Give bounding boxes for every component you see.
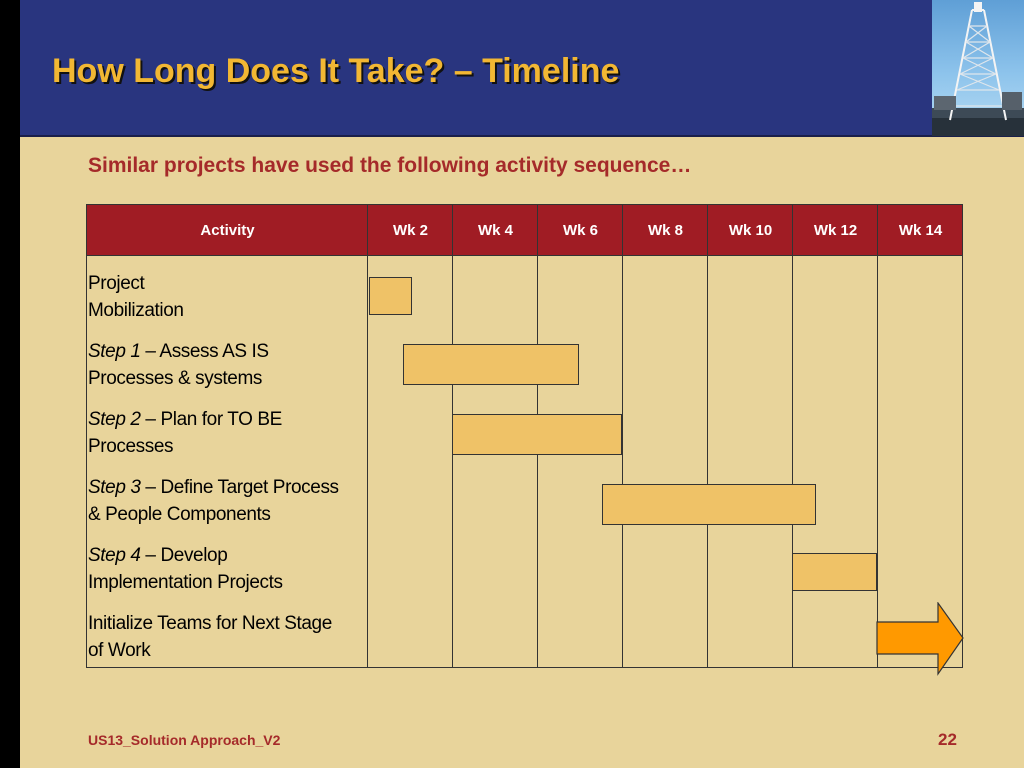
week-header: Wk 4	[477, 222, 513, 239]
activity-label: Initialize Teams for Next Stage of Work	[88, 613, 332, 661]
week-header: Wk 2	[392, 222, 428, 239]
activity-column-header: Activity	[200, 222, 255, 239]
gantt-bar-step-3	[602, 484, 816, 525]
gantt-table: Activity Wk 2 Wk 4 Wk 6 Wk 8 Wk 10 Wk 12…	[86, 204, 964, 676]
table-body	[86, 256, 963, 668]
gantt-bar-step-2	[452, 414, 622, 455]
drilling-rig-photo	[932, 0, 1024, 136]
activity-label: Step 2 – Plan for TO BE Processes	[88, 409, 282, 457]
right-arrow-icon	[876, 602, 964, 676]
activity-label: Project Mobilization	[88, 273, 184, 321]
gantt-bar-step-1	[403, 344, 579, 385]
column-divider	[707, 204, 708, 668]
footer-document-name: US13_Solution Approach_V2	[88, 732, 281, 748]
column-divider	[877, 204, 878, 668]
column-divider	[622, 204, 623, 668]
gantt-bar-step-4	[792, 553, 877, 591]
left-edge-strip	[0, 0, 20, 768]
slide-subtitle: Similar projects have used the following…	[88, 154, 692, 177]
week-header: Wk 6	[562, 222, 598, 239]
week-header: Wk 8	[647, 222, 683, 239]
week-header: Wk 12	[813, 222, 858, 239]
week-header: Wk 14	[898, 222, 943, 239]
column-divider	[792, 204, 793, 668]
column-divider	[367, 204, 368, 668]
activity-label: Step 1 – Assess AS IS Processes & systems	[88, 341, 269, 389]
page-number: 22	[938, 730, 957, 749]
activity-label: Step 3 – Define Target Process & People C…	[88, 477, 339, 525]
gantt-bar-mobilization	[369, 277, 412, 315]
header-band	[20, 0, 932, 136]
table-header-row: Activity Wk 2 Wk 4 Wk 6 Wk 8 Wk 10 Wk 12…	[86, 204, 963, 256]
activity-label: Step 4 – Develop Implementation Projects	[88, 545, 283, 593]
week-header: Wk 10	[728, 222, 773, 239]
slide-title: How Long Does It Take? – Timeline	[52, 52, 620, 90]
header-divider	[20, 135, 1024, 137]
